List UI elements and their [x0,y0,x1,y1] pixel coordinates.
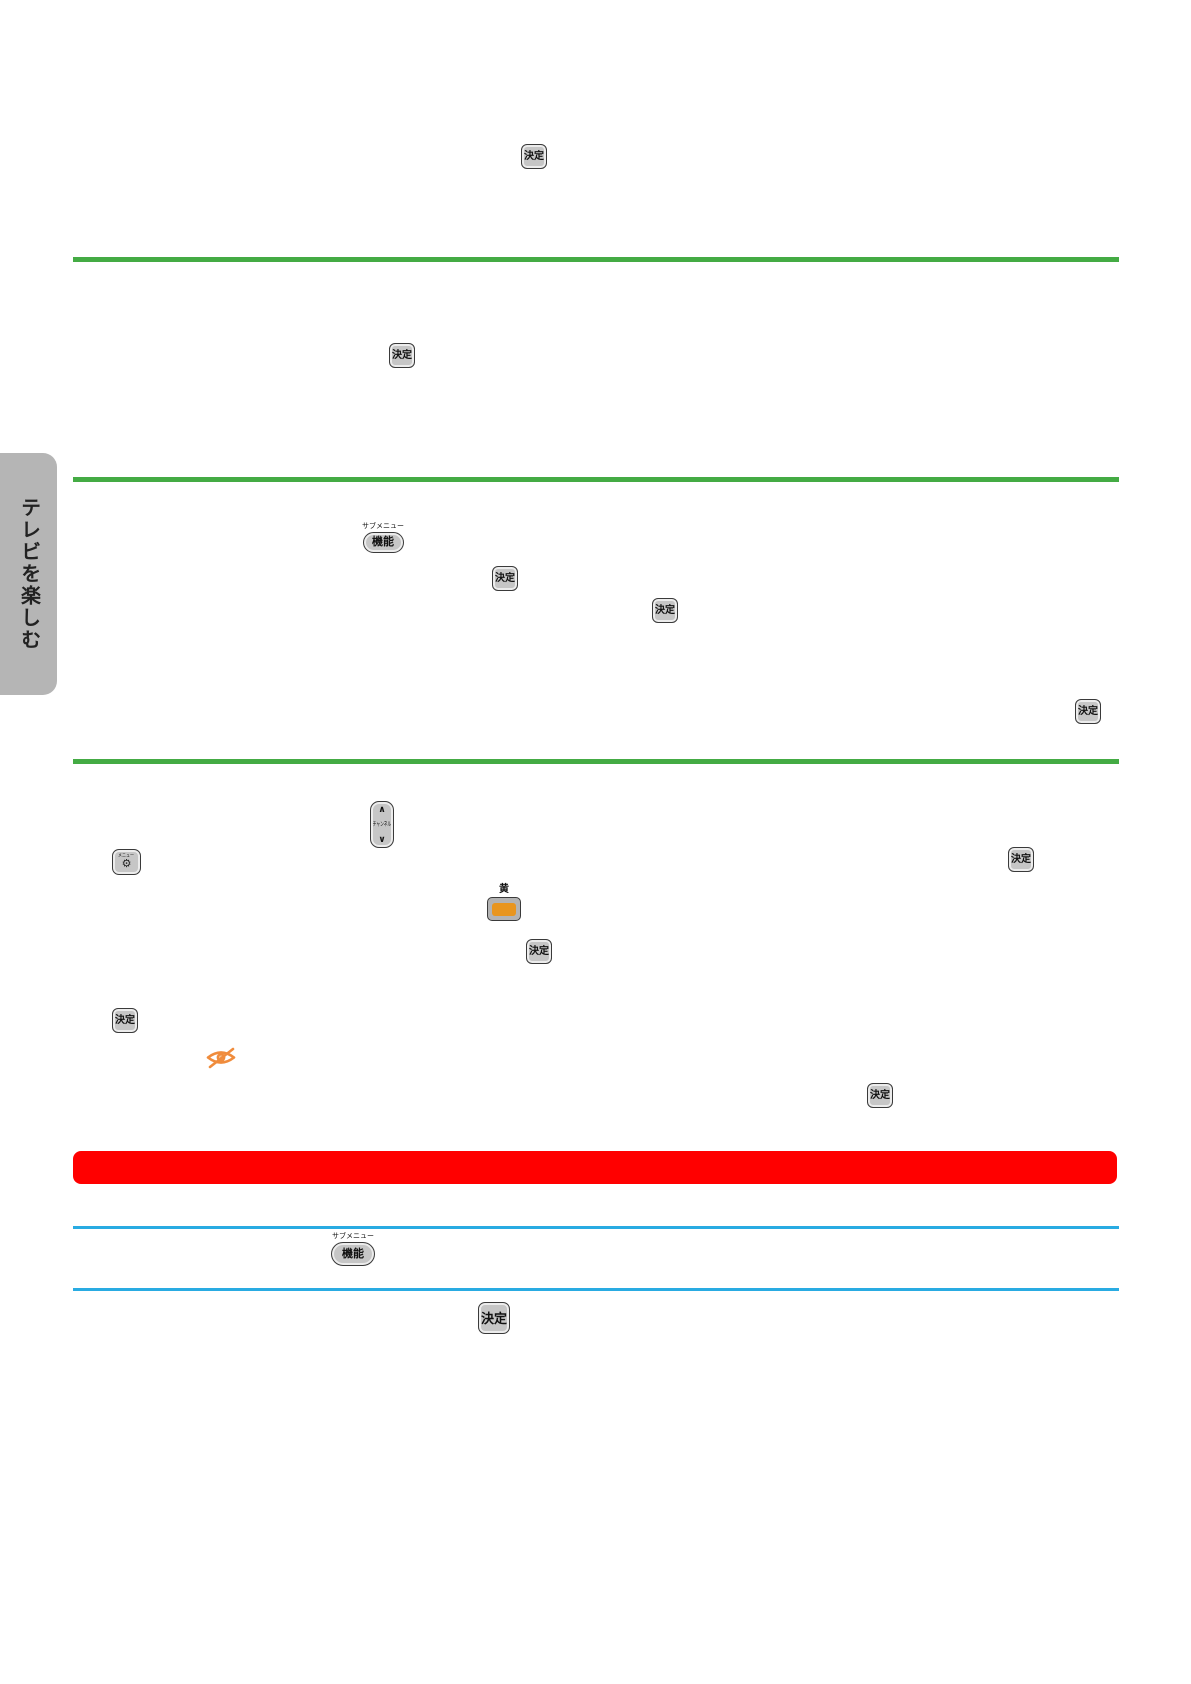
chapter-tab-label: テレビを楽しむ [17,497,40,651]
kinou-button-label: 機能 [372,536,394,549]
kettei-button-label: 決定 [529,945,549,957]
kettei-button: 決定 [652,598,678,623]
kettei-button: 決定 [521,144,547,169]
yellow-button [487,897,521,921]
row-divider-blue [73,1288,1119,1291]
kettei-button-label: 決定 [870,1089,890,1101]
kinou-button: 機能 [331,1242,375,1267]
section-divider-green [73,257,1119,262]
gear-icon: ⚙ [121,858,132,870]
kettei-button-label: 決定 [495,572,515,584]
section-divider-green [73,759,1119,764]
menu-button: メニュー ⚙ [112,849,141,875]
kettei-button-label: 決定 [392,349,412,361]
kettei-button-label: 決定 [115,1014,135,1026]
chapter-tab: テレビを楽しむ [0,453,57,695]
yellow-button-inner-key [492,902,516,916]
row-divider-blue [73,1226,1119,1229]
chevron-down-icon: ∨ [378,834,386,844]
yellow-button-group: 黄 [487,884,521,921]
channel-rocker-button: ∧ チャンネル ∨ [370,801,394,848]
section-divider-green [73,477,1119,482]
submenu-label: サブメニュー [362,523,404,530]
kinou-button: 機能 [362,532,404,554]
kettei-button: 決定 [1075,699,1101,724]
kettei-button: 決定 [526,939,552,964]
channel-rocker-label: チャンネル [372,821,392,828]
kinou-button-label: 機能 [342,1247,364,1260]
submenu-label: サブメニュー [332,1233,374,1240]
kettei-button-label: 決定 [524,150,544,162]
kettei-button: 決定 [867,1083,893,1108]
kettei-button-label: 決定 [480,1310,507,1326]
kettei-button-label: 決定 [1011,853,1031,865]
kettei-button: 決定 [112,1008,138,1033]
kettei-button: 決定 [478,1302,510,1334]
slashed-eye-icon [206,1047,236,1069]
submenu-kinou-button: サブメニュー 機能 [328,1233,378,1267]
kettei-button-label: 決定 [655,604,675,616]
kettei-button: 決定 [389,343,415,368]
kettei-button-label: 決定 [1078,705,1098,717]
menu-button-label: メニュー [118,853,135,859]
submenu-kinou-button: サブメニュー 機能 [358,523,408,554]
yellow-button-label: 黄 [499,884,509,895]
kettei-button: 決定 [492,566,518,591]
kettei-button: 決定 [1008,847,1034,872]
chevron-up-icon: ∧ [378,804,386,814]
red-heading-banner [73,1151,1117,1184]
